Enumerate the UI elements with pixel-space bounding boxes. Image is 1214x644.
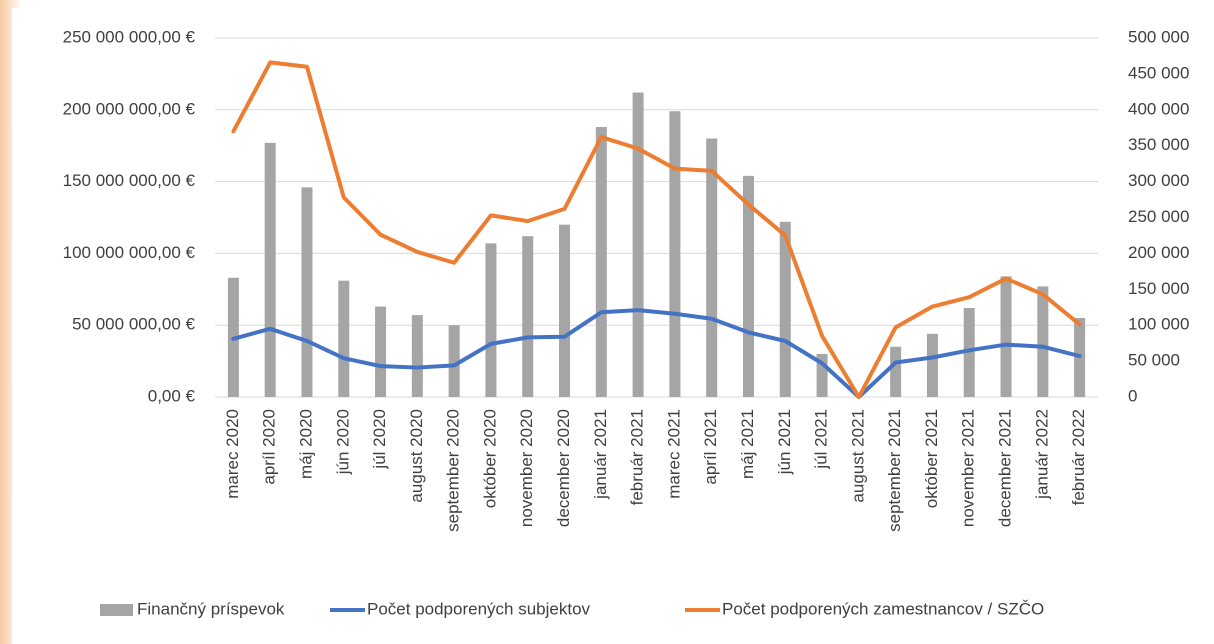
x-tick-label: december 2020	[554, 409, 573, 527]
x-tick-label: apríl 2020	[260, 409, 279, 485]
bar	[926, 333, 938, 397]
y2-tick-label: 50 000	[1128, 351, 1180, 370]
y2-tick-label: 250 000	[1128, 207, 1189, 226]
bar	[411, 315, 423, 397]
y-tick-label: 50 000 000,00 €	[72, 315, 195, 334]
bar	[559, 224, 571, 397]
bar	[1037, 286, 1049, 397]
bar	[963, 307, 975, 397]
x-tick-label: marec 2021	[664, 409, 683, 499]
x-tick-label: marec 2020	[223, 409, 242, 499]
y2-tick-label: 500 000	[1128, 27, 1189, 46]
bar	[485, 243, 497, 397]
x-tick-label: október 2021	[922, 409, 941, 508]
bar	[669, 111, 681, 398]
bar	[742, 175, 754, 397]
legend-label: Počet podporených zamestnancov / SZČO	[722, 599, 1044, 618]
bar	[706, 138, 718, 397]
y2-tick-label: 400 000	[1128, 99, 1189, 118]
line	[231, 308, 1082, 399]
x-tick-label: august 2020	[407, 409, 426, 503]
x-tick-label: júl 2020	[370, 409, 389, 470]
chart-area	[12, 8, 1214, 644]
x-tick-label: február 2021	[628, 409, 647, 505]
y2-tick-label: 300 000	[1128, 171, 1189, 190]
legend-swatch	[100, 604, 133, 616]
y-tick-label: 150 000 000,00 €	[63, 171, 196, 190]
x-tick-label: september 2020	[444, 409, 463, 532]
x-tick-label: január 2022	[1032, 409, 1051, 500]
y2-tick-label: 100 000	[1128, 315, 1189, 334]
x-tick-label: jún 2021	[775, 409, 794, 475]
x-tick-label: január 2021	[591, 409, 610, 500]
bar	[632, 92, 644, 398]
y-tick-label: 200 000 000,00 €	[63, 99, 196, 118]
x-tick-label: október 2020	[480, 409, 499, 508]
legend-label: Počet podporených subjektov	[367, 599, 591, 618]
bar	[448, 325, 460, 397]
y2-tick-label: 150 000	[1128, 279, 1189, 298]
y-tick-label: 250 000 000,00 €	[63, 27, 196, 46]
x-tick-label: apríl 2021	[701, 409, 720, 485]
bar	[375, 306, 387, 397]
x-tick-label: november 2020	[517, 409, 536, 527]
line	[231, 60, 1082, 399]
bar	[890, 346, 902, 397]
x-tick-label: máj 2020	[296, 409, 315, 479]
legend-label: Finančný príspevok	[137, 599, 285, 618]
y2-tick-label: 350 000	[1128, 135, 1189, 154]
x-tick-label: september 2021	[885, 409, 904, 532]
y2-tick-label: 0	[1128, 386, 1137, 405]
bar	[779, 221, 791, 397]
bar	[338, 280, 350, 397]
bar	[1000, 276, 1012, 397]
bar	[522, 236, 534, 397]
y-tick-label: 0,00 €	[148, 386, 196, 405]
y-tick-label: 100 000 000,00 €	[63, 243, 196, 262]
x-tick-label: december 2021	[996, 409, 1015, 527]
bar	[264, 142, 276, 397]
x-tick-label: november 2021	[959, 409, 978, 527]
x-tick-label: máj 2021	[738, 409, 757, 479]
y2-tick-label: 450 000	[1128, 63, 1189, 82]
x-tick-label: jún 2020	[333, 409, 352, 475]
y2-tick-label: 200 000	[1128, 243, 1189, 262]
x-tick-label: február 2022	[1069, 409, 1088, 505]
x-tick-label: júl 2021	[812, 409, 831, 470]
x-tick-label: august 2021	[848, 409, 867, 503]
bar	[816, 353, 828, 397]
bar	[595, 127, 607, 398]
bar	[301, 187, 313, 397]
